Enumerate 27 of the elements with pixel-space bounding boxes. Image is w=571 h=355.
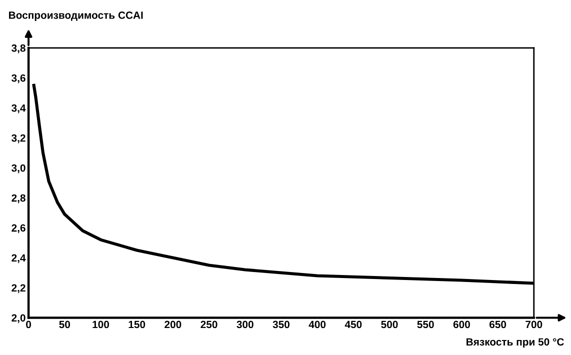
y-tick-label: 2,0 [12,314,26,324]
x-tick-label: 200 [164,320,182,328]
y-tick-label: 2,4 [12,254,26,264]
x-tick-label: 250 [200,320,218,328]
y-tick-label: 2,8 [12,194,26,204]
x-tick-label: 150 [128,320,146,328]
x-tick-label: 550 [417,320,434,328]
x-tick-label: 500 [381,320,398,328]
y-tick-label: 2,6 [12,224,26,234]
x-tick-label: 50 [59,320,70,328]
x-tick-label: 400 [308,320,326,328]
y-tick-label: 3,8 [12,44,26,54]
x-tick-label: 600 [453,320,470,328]
x-tick-label: 100 [92,320,110,328]
y-tick-label: 3,6 [12,74,26,84]
x-tick-label: 450 [344,320,362,328]
y-tick-label: 3,0 [12,164,26,174]
y-tick-label: 3,2 [12,134,26,144]
x-tick-label: 700 [526,320,542,328]
x-tick-label: 300 [236,320,254,328]
x-tick-label: 350 [272,320,290,328]
y-axis-title: Воспроизводимость CCAI [9,12,143,21]
y-tick-label: 3,4 [12,104,26,114]
x-tick-label: 0 [26,320,32,328]
x-axis-title: Вязкость при 50 °C [466,338,564,348]
y-tick-label: 2,2 [12,284,26,294]
x-tick-label: 650 [489,320,506,328]
